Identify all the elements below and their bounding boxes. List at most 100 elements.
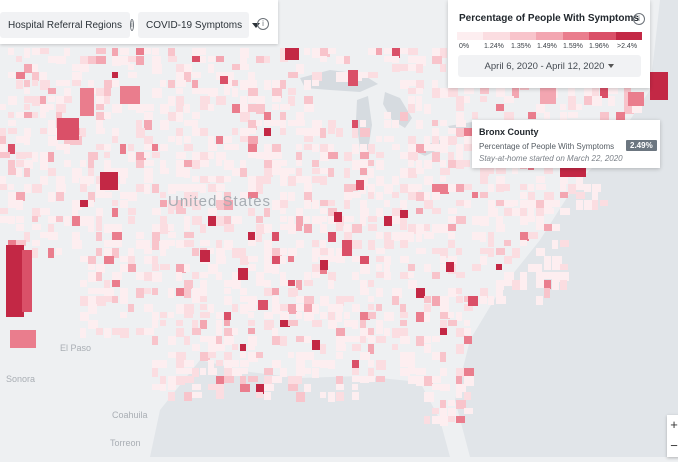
county-region[interactable] [312,304,319,314]
county-region[interactable] [304,352,314,360]
county-region[interactable] [408,144,416,153]
county-region[interactable] [416,224,426,234]
county-region[interactable] [248,208,255,216]
county-region[interactable] [512,280,520,290]
county-region[interactable] [128,248,134,256]
county-region[interactable] [16,160,25,167]
county-region[interactable] [152,144,158,151]
county-region[interactable] [552,200,560,207]
county-region[interactable] [120,296,128,304]
county-region[interactable] [48,152,54,162]
county-region[interactable] [56,144,64,150]
county-region[interactable] [248,312,254,318]
county-region[interactable] [320,240,326,248]
county-region[interactable] [272,232,279,241]
county-region[interactable] [424,160,432,169]
county-region[interactable] [488,240,494,247]
county-region[interactable] [72,136,82,145]
county-region[interactable] [312,360,321,367]
county-region[interactable] [536,208,544,218]
county-region[interactable] [232,344,238,350]
county-region[interactable] [104,168,114,174]
county-region[interactable] [280,80,286,89]
county-region[interactable] [272,88,282,98]
county-region[interactable] [352,384,358,390]
county-region[interactable] [80,160,86,167]
county-region[interactable] [328,208,337,217]
county-region[interactable] [464,128,472,137]
county-region[interactable] [456,120,466,127]
county-region[interactable] [160,248,166,256]
county-region[interactable] [376,304,382,311]
county-region[interactable] [264,112,271,122]
county-region[interactable] [368,224,377,231]
county-region[interactable] [112,280,120,287]
county-region[interactable] [344,296,354,302]
county-region[interactable] [376,336,386,343]
county-region[interactable] [600,200,608,206]
county-region[interactable] [40,160,48,170]
metric-dropdown[interactable]: COVID-19 Symptoms [138,12,261,38]
county-region[interactable] [176,328,184,337]
county-region[interactable] [256,272,264,282]
county-region[interactable] [448,152,454,161]
county-region[interactable] [480,96,487,102]
county-region[interactable] [328,256,338,262]
county-region[interactable] [464,200,471,208]
county-region[interactable] [360,168,367,175]
county-region[interactable] [456,392,462,398]
county-region[interactable] [392,216,402,224]
county-region[interactable] [464,160,470,167]
county-region[interactable] [456,368,465,377]
county-region[interactable] [152,64,162,74]
county-region[interactable] [480,216,489,226]
county-region[interactable] [232,88,238,97]
county-region[interactable] [32,48,40,55]
county-region[interactable] [184,264,190,272]
county-region[interactable] [88,168,94,178]
county-region[interactable] [496,224,505,232]
county-region[interactable] [24,96,33,103]
county-region[interactable] [248,328,255,334]
county-region[interactable] [280,192,287,200]
county-region[interactable] [400,184,410,193]
county-region[interactable] [152,312,159,320]
county-region[interactable] [232,368,242,376]
county-region[interactable] [192,152,201,160]
county-region[interactable] [48,224,54,232]
county-region[interactable] [342,240,352,256]
county-region[interactable] [176,168,184,177]
county-region[interactable] [440,296,449,305]
county-region[interactable] [280,128,286,135]
county-region[interactable] [432,128,439,138]
county-region[interactable] [272,336,280,345]
county-region[interactable] [216,176,224,183]
county-region[interactable] [304,104,314,112]
county-region[interactable] [136,56,144,65]
county-region[interactable] [240,368,248,374]
county-region[interactable] [144,240,150,248]
county-region[interactable] [256,216,263,223]
county-region[interactable] [80,280,87,287]
county-region[interactable] [328,168,334,177]
county-region[interactable] [392,64,400,72]
county-region[interactable] [224,368,234,377]
county-region[interactable] [240,192,249,199]
county-region[interactable] [440,120,447,126]
county-region[interactable] [48,120,55,130]
county-region[interactable] [112,72,118,78]
county-region[interactable] [320,344,326,354]
county-region[interactable] [216,376,224,385]
county-region[interactable] [400,320,407,326]
county-region[interactable] [88,272,97,282]
county-region[interactable] [48,168,56,176]
county-region[interactable] [224,376,234,383]
county-region[interactable] [320,360,329,368]
county-region[interactable] [432,384,442,390]
county-region[interactable] [416,376,424,386]
county-region[interactable] [320,128,326,138]
county-region[interactable] [208,368,217,375]
county-region[interactable] [160,160,166,170]
county-region[interactable] [112,240,122,247]
county-region[interactable] [32,152,38,162]
